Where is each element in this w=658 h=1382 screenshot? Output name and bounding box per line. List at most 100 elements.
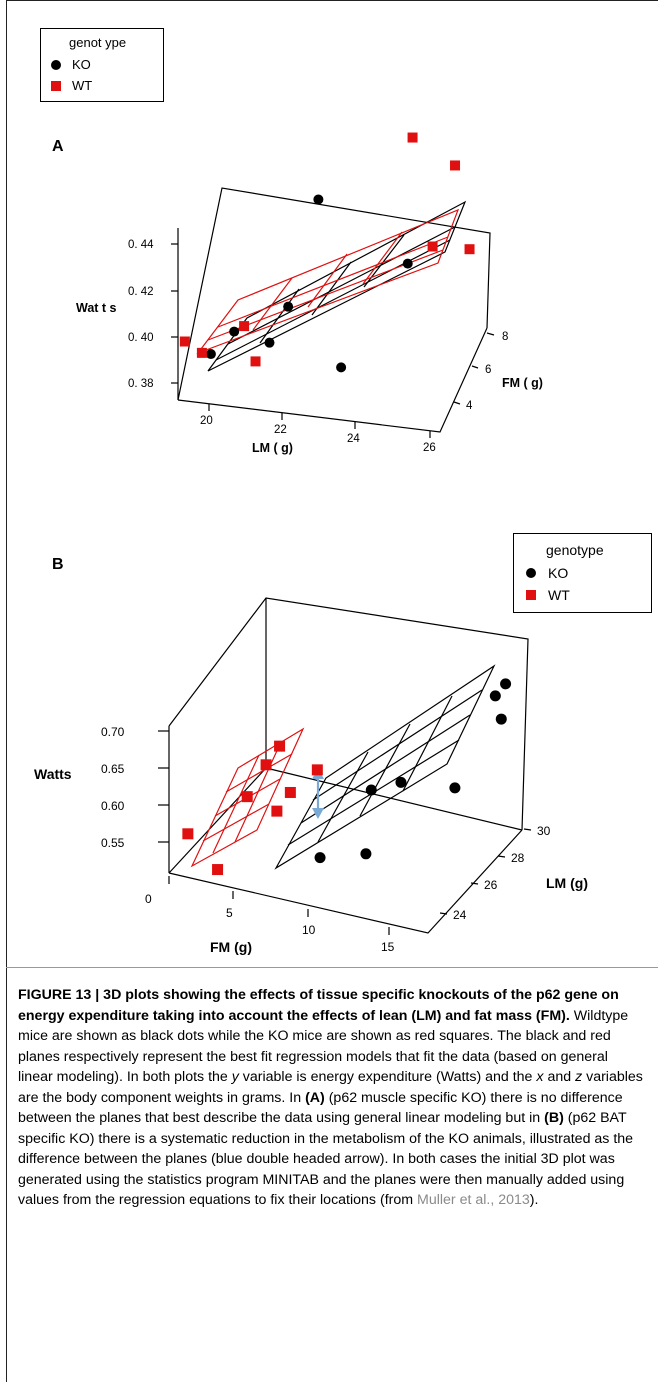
point-a-wt-0 bbox=[179, 336, 190, 347]
plot-a-ko-plane bbox=[207, 200, 467, 372]
point-b-wt-4 bbox=[274, 740, 286, 752]
point-a-wt-2 bbox=[239, 321, 250, 332]
a-ztick-4: 4 bbox=[466, 400, 473, 412]
point-b-ko-7 bbox=[495, 713, 507, 725]
point-a-wt-1 bbox=[196, 347, 207, 358]
point-b-ko-5 bbox=[489, 690, 501, 702]
point-a-ko-2 bbox=[264, 337, 275, 348]
legend-b: genotype KO WT bbox=[513, 533, 652, 613]
point-a-ko-5 bbox=[336, 362, 347, 373]
plot-b-points bbox=[182, 678, 512, 876]
caption-text-4: variables are the body component weights… bbox=[18, 1069, 643, 1106]
point-b-wt-7 bbox=[271, 805, 283, 817]
b-xtick-15: 15 bbox=[381, 940, 395, 954]
caption-lead: FIGURE 13 | 3D plots showing the effects… bbox=[18, 987, 619, 1024]
b-ztick-28: 28 bbox=[511, 851, 525, 865]
legend-b-wt: WT bbox=[526, 587, 570, 603]
legend-a-ko-label: KO bbox=[72, 57, 91, 72]
panel-a-letter: A bbox=[52, 138, 64, 155]
a-ytick-044: 0. 44 bbox=[128, 239, 154, 251]
point-a-wt-6 bbox=[450, 160, 461, 171]
wt-marker-icon bbox=[526, 590, 536, 600]
a-ztick-6: 6 bbox=[485, 364, 491, 376]
caption-text-5: (p62 muscle specific KO) there is no dif… bbox=[18, 1089, 623, 1127]
b-xtick-10: 10 bbox=[302, 923, 316, 937]
point-b-ko-0 bbox=[314, 852, 326, 864]
legend-a-title: genot ype bbox=[69, 35, 127, 50]
caption-text-3: and bbox=[543, 1069, 576, 1085]
b-ytick-070: 0.70 bbox=[101, 725, 125, 739]
a-xtick-24: 24 bbox=[347, 433, 360, 445]
legend-a: genot ype KO WT bbox=[40, 28, 164, 102]
a-xlabel: LM ( g) bbox=[252, 441, 293, 455]
plot-b-ko-plane bbox=[274, 664, 496, 870]
legend-a-wt-label: WT bbox=[72, 78, 93, 93]
b-ztick-24: 24 bbox=[453, 908, 467, 922]
point-a-wt-5 bbox=[427, 241, 438, 252]
point-b-wt-0 bbox=[182, 828, 194, 840]
b-zlabel: LM (g) bbox=[546, 875, 588, 891]
plot-b-floor bbox=[168, 829, 523, 934]
legend-b-wt-label: WT bbox=[548, 587, 570, 603]
ko-marker-icon bbox=[526, 568, 536, 578]
point-a-wt-7 bbox=[464, 244, 475, 255]
b-xlabel: FM (g) bbox=[210, 939, 252, 955]
b-ytick-065: 0.65 bbox=[101, 762, 125, 776]
wt-marker-icon bbox=[51, 80, 61, 91]
point-a-ko-1 bbox=[229, 326, 240, 337]
b-ztick-26: 26 bbox=[484, 878, 498, 892]
point-b-wt-1 bbox=[212, 864, 224, 876]
caption-text-6: (p62 BAT specific KO) there is a systema… bbox=[18, 1110, 634, 1208]
point-a-wt-4 bbox=[407, 132, 418, 143]
b-ytick-060: 0.60 bbox=[101, 799, 125, 813]
legend-b-ko-label: KO bbox=[548, 565, 569, 581]
figure-svg: 0. 44 0. 42 0. 40 0. 38 Wat t s 20 22 24… bbox=[34, 132, 588, 955]
a-ztick-8: 8 bbox=[502, 331, 508, 343]
b-ztick-30: 30 bbox=[537, 824, 551, 838]
caption-z: z bbox=[575, 1069, 583, 1085]
point-b-wt-3 bbox=[260, 759, 272, 771]
caption-text-1: Wildtype mice are shown as black dots wh… bbox=[18, 1007, 629, 1086]
a-ytick-038: 0. 38 bbox=[128, 378, 154, 390]
plot-a-box-back bbox=[177, 187, 491, 401]
legend-b-ko: KO bbox=[526, 565, 568, 581]
b-ylabel: Watts bbox=[34, 766, 72, 782]
point-b-wt-6 bbox=[311, 764, 323, 776]
caption-text-2: variable is energy expenditure (Watts) a… bbox=[238, 1069, 537, 1085]
point-a-wt-3 bbox=[250, 356, 261, 367]
point-b-ko-3 bbox=[395, 776, 407, 788]
caption-y: y bbox=[231, 1069, 239, 1085]
point-a-ko-3 bbox=[283, 301, 294, 312]
a-xtick-20: 20 bbox=[200, 415, 213, 427]
point-b-ko-6 bbox=[500, 678, 512, 690]
point-a-ko-0 bbox=[205, 349, 216, 360]
a-ytick-040: 0. 40 bbox=[128, 332, 154, 344]
caption-x: x bbox=[536, 1069, 544, 1085]
point-b-ko-4 bbox=[449, 782, 461, 794]
caption-ref-b: (B) bbox=[544, 1110, 564, 1126]
point-a-ko-4 bbox=[313, 194, 324, 205]
a-ytick-042: 0. 42 bbox=[128, 286, 154, 298]
a-zlabel: FM ( g) bbox=[502, 376, 543, 390]
a-xtick-22: 22 bbox=[274, 424, 287, 436]
legend-b-title: genotype bbox=[546, 542, 604, 558]
citation-link[interactable]: Muller et al., 2013 bbox=[417, 1192, 530, 1208]
figure-frame-top bbox=[6, 0, 658, 1]
figure-frame-left bbox=[6, 0, 7, 1382]
caption-ref-a: (A) bbox=[305, 1089, 325, 1106]
a-ylabel: Wat t s bbox=[76, 301, 117, 315]
legend-a-ko: KO bbox=[51, 57, 91, 72]
point-a-ko-6 bbox=[402, 258, 413, 269]
b-xtick-0: 0 bbox=[145, 892, 152, 906]
point-b-wt-5 bbox=[284, 786, 296, 798]
plot-b bbox=[158, 597, 532, 935]
plot-b-box-back bbox=[168, 597, 529, 831]
legend-a-wt: WT bbox=[51, 78, 92, 93]
ko-marker-icon bbox=[51, 59, 61, 70]
point-b-wt-2 bbox=[241, 791, 253, 803]
b-ytick-055: 0.55 bbox=[101, 836, 125, 850]
caption-text-7: ). bbox=[529, 1192, 539, 1208]
plot-a-points bbox=[179, 132, 475, 373]
plot-a-floor bbox=[177, 327, 488, 433]
figure-frame-bottom bbox=[6, 967, 658, 968]
